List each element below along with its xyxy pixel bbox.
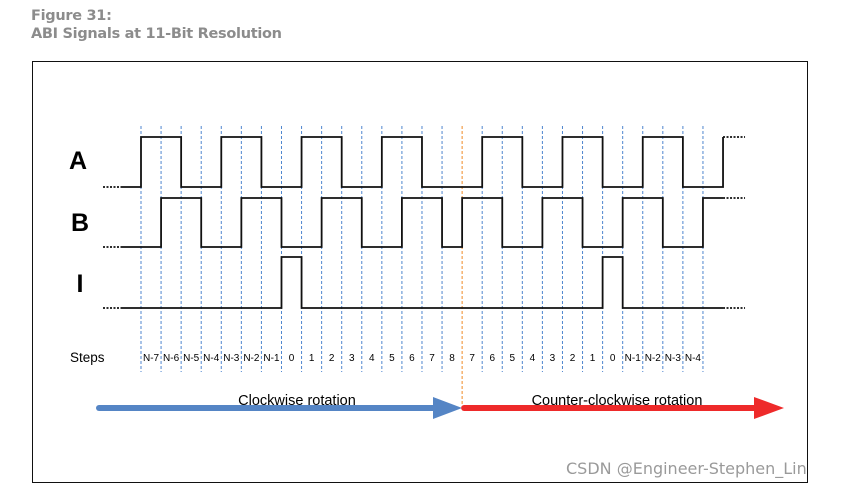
step-label: N-1 <box>625 353 642 364</box>
counter-clockwise-arrowhead-icon <box>754 397 784 419</box>
watermark: CSDN @Engineer-Stephen_Lin <box>566 459 807 478</box>
step-label: 3 <box>550 353 556 364</box>
step-label: 7 <box>429 353 435 364</box>
step-label: N-3 <box>223 353 240 364</box>
step-label: N-4 <box>203 353 220 364</box>
signal-i-waveform <box>122 256 724 309</box>
step-label: 2 <box>570 353 576 364</box>
step-label: 5 <box>389 353 395 364</box>
diagram-frame <box>32 61 808 483</box>
signal-label-a: A <box>69 147 87 175</box>
step-label: 0 <box>610 353 616 364</box>
signal-b-waveform <box>122 197 724 248</box>
step-label: N-2 <box>645 353 662 364</box>
step-label: 5 <box>510 353 516 364</box>
clockwise-arrowhead-icon <box>433 397 463 419</box>
step-label: N-1 <box>263 353 280 364</box>
step-label: N-3 <box>665 353 682 364</box>
step-label: 6 <box>489 353 495 364</box>
figure-number: Figure 31: <box>31 8 112 24</box>
signal-a-waveform <box>122 136 724 188</box>
step-label: N-7 <box>143 353 160 364</box>
figure-title: ABI Signals at 11-Bit Resolution <box>31 26 282 42</box>
step-label: 7 <box>469 353 475 364</box>
step-label: N-4 <box>685 353 702 364</box>
step-label: 4 <box>530 353 536 364</box>
step-label: 8 <box>449 353 455 364</box>
step-label: N-6 <box>163 353 180 364</box>
step-label: 0 <box>289 353 295 364</box>
step-label: 2 <box>329 353 335 364</box>
step-label: N-2 <box>243 353 260 364</box>
step-label: N-5 <box>183 353 200 364</box>
step-label: 3 <box>349 353 355 364</box>
step-label: 1 <box>309 353 315 364</box>
signal-label-b: B <box>71 209 89 237</box>
clockwise-label: Clockwise rotation <box>238 393 356 409</box>
step-label: 4 <box>369 353 375 364</box>
steps-label: Steps <box>70 350 105 365</box>
step-label: 1 <box>590 353 596 364</box>
step-label: 6 <box>409 353 415 364</box>
counter-clockwise-label: Counter-clockwise rotation <box>532 393 703 409</box>
signal-label-i: I <box>77 270 84 298</box>
